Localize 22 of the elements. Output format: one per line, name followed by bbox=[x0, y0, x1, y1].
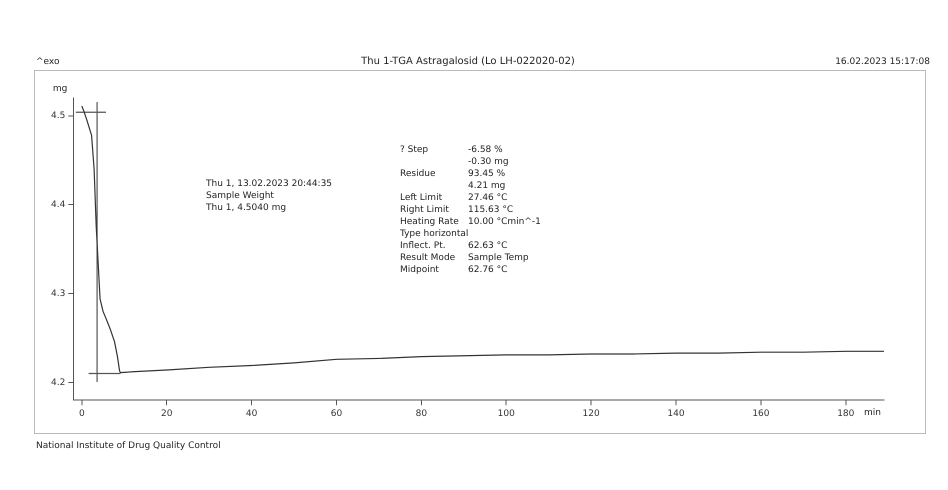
x-tick-label: 60 bbox=[330, 408, 342, 419]
x-tick-label: 180 bbox=[837, 408, 855, 419]
x-tick-label: 140 bbox=[667, 408, 685, 419]
x-tick-label: 120 bbox=[582, 408, 600, 419]
text: 16.02.2023 15:17:08 bbox=[835, 56, 930, 68]
y-tick-label: 4.2 bbox=[50, 378, 66, 388]
y-axis-title: mg bbox=[52, 84, 68, 94]
x-tick-label: 80 bbox=[416, 408, 428, 419]
text: ^exo bbox=[36, 56, 60, 68]
x-tick-label: 20 bbox=[160, 408, 173, 419]
annotation: Thu 1, 13.02.2023 20:44:35 Sample Weight Thu 1, 4.5040 mg bbox=[206, 178, 332, 214]
y-tick-label: 4.5 bbox=[50, 111, 66, 122]
chart-title: Thu 1-TGA Astragalosid (Lo LH-022020-02) bbox=[361, 56, 575, 67]
y-tick-label: 4.4 bbox=[50, 200, 66, 210]
x-tick-label: 0 bbox=[78, 408, 85, 419]
x-tick-label: 160 bbox=[752, 408, 770, 419]
x-axis-title: min bbox=[864, 408, 881, 418]
text: ? Step -6.58 % -0.30 mg Residue 93.45 % 4.21 mg Left Limit 27.46 °C Right Limit 115.63 °C Heating Rate 10.00 °Cmin^-1 Type horizontal Inflect. Pt. 62.63 °C Result Mode Sample Temp Midpoint 62.76 °C bbox=[400, 145, 541, 275]
y-tick-label: 4.3 bbox=[50, 288, 66, 299]
x-tick-label: 40 bbox=[246, 408, 258, 419]
x-tick-label: 100 bbox=[498, 408, 516, 419]
text: National Institute of Drug Quality Control bbox=[36, 440, 221, 452]
